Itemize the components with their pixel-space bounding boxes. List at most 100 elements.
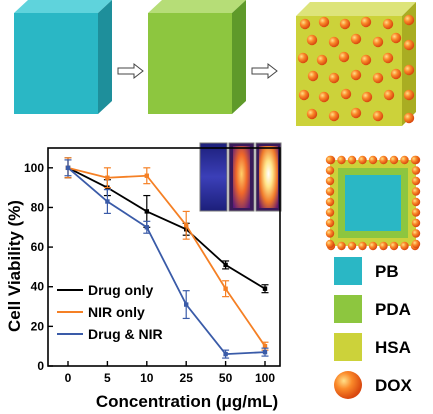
dox-particle: [411, 218, 421, 228]
plot-border: [47, 147, 281, 367]
dox-particle: [358, 241, 367, 251]
data-point: [223, 351, 228, 357]
dox-particle: [403, 112, 415, 124]
dox-particle: [340, 88, 352, 100]
dox-particle: [325, 166, 335, 175]
y-axis-title: Cell Viability (%): [5, 200, 24, 332]
dox-particle: [350, 69, 362, 81]
plot-frame: [47, 147, 281, 367]
key-label: DOX: [375, 376, 413, 395]
pb-core: [345, 175, 401, 231]
dox-particle: [390, 68, 402, 80]
dox-particle: [307, 70, 319, 82]
data-point: [144, 209, 149, 214]
series-line: [67, 167, 266, 290]
data-point: [262, 343, 268, 349]
y-tick-label: 60: [31, 240, 45, 254]
dox-particle: [350, 107, 362, 119]
dox-particle: [297, 52, 309, 64]
material-key: PB PDA HSA DOX: [334, 257, 413, 399]
legend-label: NIR only: [88, 304, 145, 320]
dox-particle: [403, 14, 415, 26]
data-point: [223, 262, 228, 268]
dox-particle: [325, 208, 335, 217]
dox-particle: [383, 89, 395, 101]
dox-particle: [328, 36, 340, 48]
dox-particle: [360, 16, 372, 28]
dox-particle: [361, 91, 373, 103]
dox-particle: [325, 239, 335, 249]
y-tick-label: 20: [31, 319, 45, 333]
thermal-image-1: [199, 142, 228, 212]
dox-particle: [411, 229, 421, 238]
dox-particle: [325, 218, 335, 228]
dox-particle: [368, 155, 378, 165]
y-tick-label: 0: [37, 359, 44, 373]
series-nir-only: [64, 157, 269, 351]
dox-particle: [389, 155, 399, 165]
dox-particle: [403, 64, 415, 76]
chart-legend: Drug only NIR only Drug & NIR: [57, 282, 163, 342]
x-axis-title: Concentration (μg/mL): [96, 392, 278, 411]
data-point: [144, 173, 149, 178]
series-line: [67, 167, 266, 356]
hsa-key-swatch: [334, 333, 362, 361]
x-axis-ticks: 0 5 10 25 50 100: [65, 361, 275, 385]
series-drug-nir: [64, 159, 269, 359]
dox-particle: [372, 110, 384, 122]
data-point: [184, 302, 189, 307]
dox-particle: [306, 108, 318, 120]
dox-particle: [379, 241, 388, 251]
dox-particles: [297, 14, 415, 124]
dox-particle: [411, 166, 421, 175]
dox-particle: [411, 187, 421, 196]
pda-cube: [148, 0, 246, 114]
y-axis-ticks: 0 20 40 60 80 100: [24, 161, 53, 373]
dox-particle: [328, 72, 340, 84]
synthesis-schematic: [14, 0, 416, 126]
dox-particle: [306, 34, 318, 46]
dox-particle: [389, 241, 399, 251]
data-point: [262, 286, 268, 291]
dox-particle: [337, 241, 346, 251]
thermal-image-2: [233, 146, 250, 208]
dox-particle: [347, 155, 357, 165]
data-point: [105, 175, 110, 180]
dox-particle: [368, 241, 378, 251]
dox-particle: [360, 54, 372, 66]
series-line: [67, 166, 266, 347]
dox-key-icon: [334, 371, 362, 399]
thermal-image-3: [259, 146, 278, 208]
dox-particle: [325, 176, 335, 186]
dox-particle: [299, 18, 311, 30]
dox-particle: [390, 32, 402, 44]
pb-cube: [14, 0, 112, 114]
cell-viability-chart: 0 20 40 60 80 100 0 5 10 25 50 100 Drug only NIR on…: [5, 147, 281, 411]
dox-particle: [410, 155, 420, 165]
x-tick-label: 5: [104, 371, 111, 385]
data-point: [65, 165, 71, 171]
dox-particle: [339, 18, 351, 30]
dox-particle: [403, 89, 415, 101]
dox-particle: [411, 208, 421, 217]
key-label: PDA: [375, 300, 411, 319]
dox-particle: [382, 18, 394, 30]
y-tick-label: 80: [31, 200, 45, 214]
dox-particle: [358, 155, 367, 165]
structure-key: PB PDA HSA DOX: [325, 155, 421, 399]
dox-particle: [403, 39, 415, 51]
key-label: PB: [375, 262, 399, 281]
dox-particle: [411, 176, 421, 186]
dox-particle: [338, 51, 350, 63]
data-point: [105, 199, 110, 204]
arrow-icon: [251, 62, 278, 80]
dox-particle: [318, 16, 330, 28]
dox-particle: [372, 72, 384, 84]
data-point: [262, 349, 268, 355]
legend-label: Drug & NIR: [88, 326, 163, 342]
dox-particle: [400, 155, 409, 165]
dox-particle: [411, 239, 421, 249]
x-tick-label: 0: [65, 371, 72, 385]
pda-key-swatch: [334, 295, 362, 323]
